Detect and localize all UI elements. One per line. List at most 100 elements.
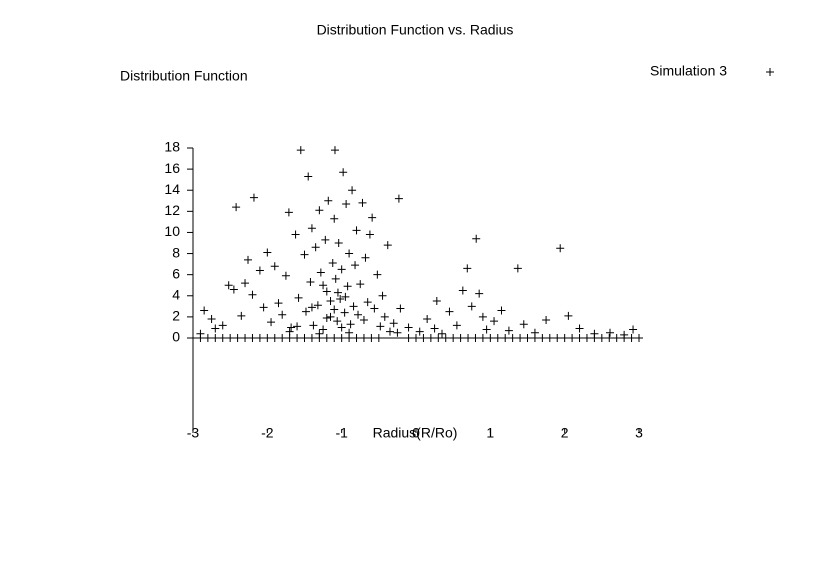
scatter-point	[321, 235, 330, 244]
scatter-point	[241, 334, 250, 342]
scatter-point	[368, 213, 377, 222]
scatter-point	[475, 289, 484, 298]
x-tick-label: 3	[635, 425, 643, 441]
scatter-point	[467, 302, 476, 311]
x-tick-label: -2	[261, 425, 274, 441]
scatter-point	[458, 286, 467, 295]
scatter-point	[237, 311, 246, 320]
scatter-point	[542, 316, 551, 325]
scatter-point	[328, 259, 337, 268]
scatter-point	[359, 334, 368, 342]
scatter-point	[606, 328, 615, 337]
scatter-point	[490, 317, 499, 326]
scatter-point	[300, 250, 309, 259]
scatter-point	[309, 321, 318, 330]
scatter-point	[189, 334, 197, 342]
scatter-point	[426, 334, 435, 342]
scatter-point	[445, 307, 454, 316]
scatter-point	[291, 230, 300, 239]
scatter-point	[354, 310, 363, 319]
scatter-point	[412, 334, 420, 342]
scatter-point	[334, 239, 343, 247]
scatter-point	[322, 313, 331, 322]
y-tick-label: 4	[172, 286, 180, 302]
scatter-point	[504, 326, 513, 335]
y-tick-label: 12	[164, 202, 180, 218]
scatter-point	[232, 203, 241, 212]
scatter-point	[393, 328, 402, 337]
scatter-point	[267, 318, 276, 327]
scatter-point	[452, 321, 461, 330]
scatter-point	[508, 334, 517, 342]
scatter-point	[306, 278, 315, 287]
scatter-point	[497, 306, 506, 315]
scatter-point	[341, 292, 350, 301]
scatter-point	[218, 321, 227, 330]
y-axis-title: Distribution Function	[120, 68, 248, 84]
y-tick-label: 2	[172, 308, 180, 324]
x-tick-label: -1	[335, 425, 348, 441]
scatter-point	[296, 146, 305, 155]
scatter-point	[478, 312, 487, 321]
scatter-point	[330, 334, 339, 342]
scatter-point	[333, 317, 342, 326]
scatter-point	[378, 291, 387, 300]
scatter-point	[244, 255, 253, 264]
scatter-point	[259, 303, 268, 312]
scatter-point	[307, 303, 316, 312]
scatter-point	[249, 193, 258, 202]
scatter-point	[307, 224, 316, 233]
scatter-point	[404, 323, 413, 332]
y-tick-label: 0	[172, 329, 180, 345]
scatter-point	[456, 334, 465, 342]
y-tick-label: 18	[164, 139, 180, 155]
scatter-point	[287, 323, 296, 332]
scatter-point	[486, 334, 495, 342]
scatter-point	[342, 199, 351, 208]
scatter-point	[553, 334, 562, 342]
scatter-point	[248, 334, 257, 342]
scatter-point	[326, 297, 335, 306]
scatter-point	[315, 206, 324, 215]
scatter-point	[315, 329, 324, 338]
scatter-point	[463, 264, 472, 273]
scatter-point	[330, 305, 339, 314]
x-tick-label: 2	[561, 425, 569, 441]
scatter-point	[423, 315, 432, 323]
scatter-point	[501, 334, 510, 342]
scatter-point	[278, 310, 287, 319]
x-axis-title: Radius(R/Ro)	[373, 425, 458, 441]
scatter-point	[367, 334, 376, 342]
scatter-point	[370, 304, 379, 313]
scatter-point	[575, 334, 584, 342]
y-tick-label: 14	[164, 181, 180, 197]
scatter-point	[300, 334, 309, 342]
scatter-point	[319, 281, 328, 290]
scatter-point	[293, 334, 302, 342]
scatter-point	[441, 334, 450, 342]
scatter-point	[229, 285, 238, 294]
scatter-point	[281, 271, 290, 280]
scatter-point	[284, 208, 293, 217]
scatter-point	[432, 297, 441, 306]
scatter-point	[590, 329, 599, 338]
scatter-point	[345, 249, 354, 258]
scatter-point	[336, 294, 345, 303]
scatter-point	[263, 248, 272, 257]
y-tick-label: 6	[172, 265, 180, 281]
scatter-point	[233, 334, 242, 342]
chart-title: Distribution Function vs. Radius	[317, 22, 514, 38]
scatter-point	[635, 334, 643, 342]
scatter-point	[324, 196, 333, 205]
scatter-point	[523, 334, 532, 342]
scatter-point	[319, 325, 328, 334]
scatter-point	[293, 322, 302, 331]
scatter-point	[449, 334, 458, 342]
scatter-point	[582, 334, 591, 342]
scatter-point	[348, 186, 357, 195]
scatter-point	[513, 264, 522, 273]
scatter-point	[263, 334, 272, 342]
scatter-point	[620, 330, 629, 339]
scatter-point	[383, 241, 392, 250]
scatter-point	[560, 334, 569, 342]
